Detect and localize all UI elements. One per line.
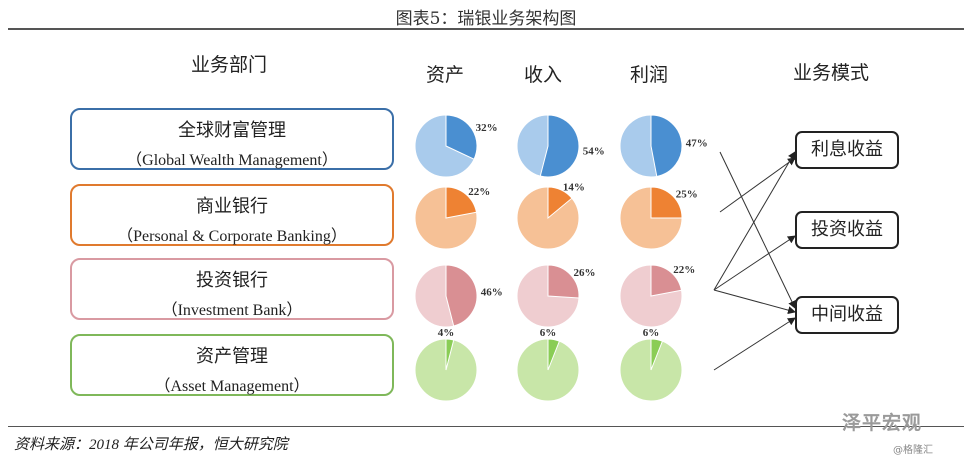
connector-line [713, 235, 796, 291]
chart-title: 图表5：瑞银业务架构图 [395, 9, 577, 29]
pie-label: 46% [481, 287, 503, 299]
pie-slice [650, 264, 683, 297]
header-modes: 业务模式 [793, 62, 870, 84]
segment-name-en: （Global Wealth Management） [126, 152, 338, 169]
mode-box-fee: 中间收益 [795, 296, 899, 334]
watermark-main: 泽平宏观 [842, 412, 923, 434]
pie-label: 14% [563, 181, 585, 193]
connector-line [713, 289, 796, 315]
pie-slice [445, 114, 478, 160]
pie-label: 22% [468, 186, 490, 198]
pie-label: 32% [476, 122, 498, 134]
pie-slice [650, 114, 683, 178]
pie-slice [650, 186, 683, 219]
pie-label: 26% [574, 267, 596, 279]
pie-label: 25% [676, 188, 698, 200]
top-rule [8, 28, 964, 30]
pie-slice [445, 338, 455, 371]
segment-name-cn: 投资银行 [196, 270, 268, 291]
mode-box-interest: 利息收益 [795, 131, 899, 169]
segment-name-en: （Investment Bank） [161, 302, 303, 319]
pie-slice [547, 264, 580, 299]
pie-label: 4% [438, 327, 455, 339]
connector-line [713, 317, 796, 371]
pie-label: 47% [686, 138, 708, 150]
pie-label: 6% [643, 327, 660, 339]
connector-line [719, 157, 796, 213]
watermark-sub: @格隆汇 [893, 445, 933, 456]
connector-lines [713, 151, 796, 371]
mode-box-investment: 投资收益 [795, 211, 899, 249]
header-assets: 资产 [426, 64, 465, 86]
segment-name-cn: 全球财富管理 [178, 120, 286, 141]
segment-box-personal: 商业银行 （Personal & Corporate Banking） [70, 184, 394, 246]
connector-line [719, 151, 796, 309]
pie-slice [547, 338, 561, 371]
pie-label: 6% [540, 327, 557, 339]
header-revenue: 收入 [524, 64, 563, 86]
pie-label: 54% [583, 145, 605, 157]
pie-slice [650, 338, 664, 371]
segment-box-wealth: 全球财富管理 （Global Wealth Management） [70, 108, 394, 170]
source-note: 资料来源：2018 年公司年报，恒大研究院 [14, 437, 288, 453]
pie-slice [539, 114, 580, 178]
segment-box-investment: 投资银行 （Investment Bank） [70, 258, 394, 320]
segment-name-cn: 资产管理 [196, 346, 268, 367]
pie-slice [445, 264, 478, 327]
segment-name-en: （Asset Management） [154, 378, 310, 395]
pie-slice [445, 186, 478, 219]
segment-name-cn: 商业银行 [196, 196, 268, 217]
pie-charts: 32% 54% 47% 22% 14% 25% 46% 26% 22% 4% 6% 6% [414, 114, 708, 402]
header-profit: 利润 [630, 64, 669, 86]
bottom-rule [8, 426, 964, 427]
pie-slice [547, 186, 573, 220]
segment-box-asset: 资产管理 （Asset Management） [70, 334, 394, 396]
segment-name-en: （Personal & Corporate Banking） [117, 228, 347, 245]
header-segments: 业务部门 [191, 54, 268, 76]
pie-label: 22% [673, 264, 695, 276]
connector-line [713, 151, 796, 291]
